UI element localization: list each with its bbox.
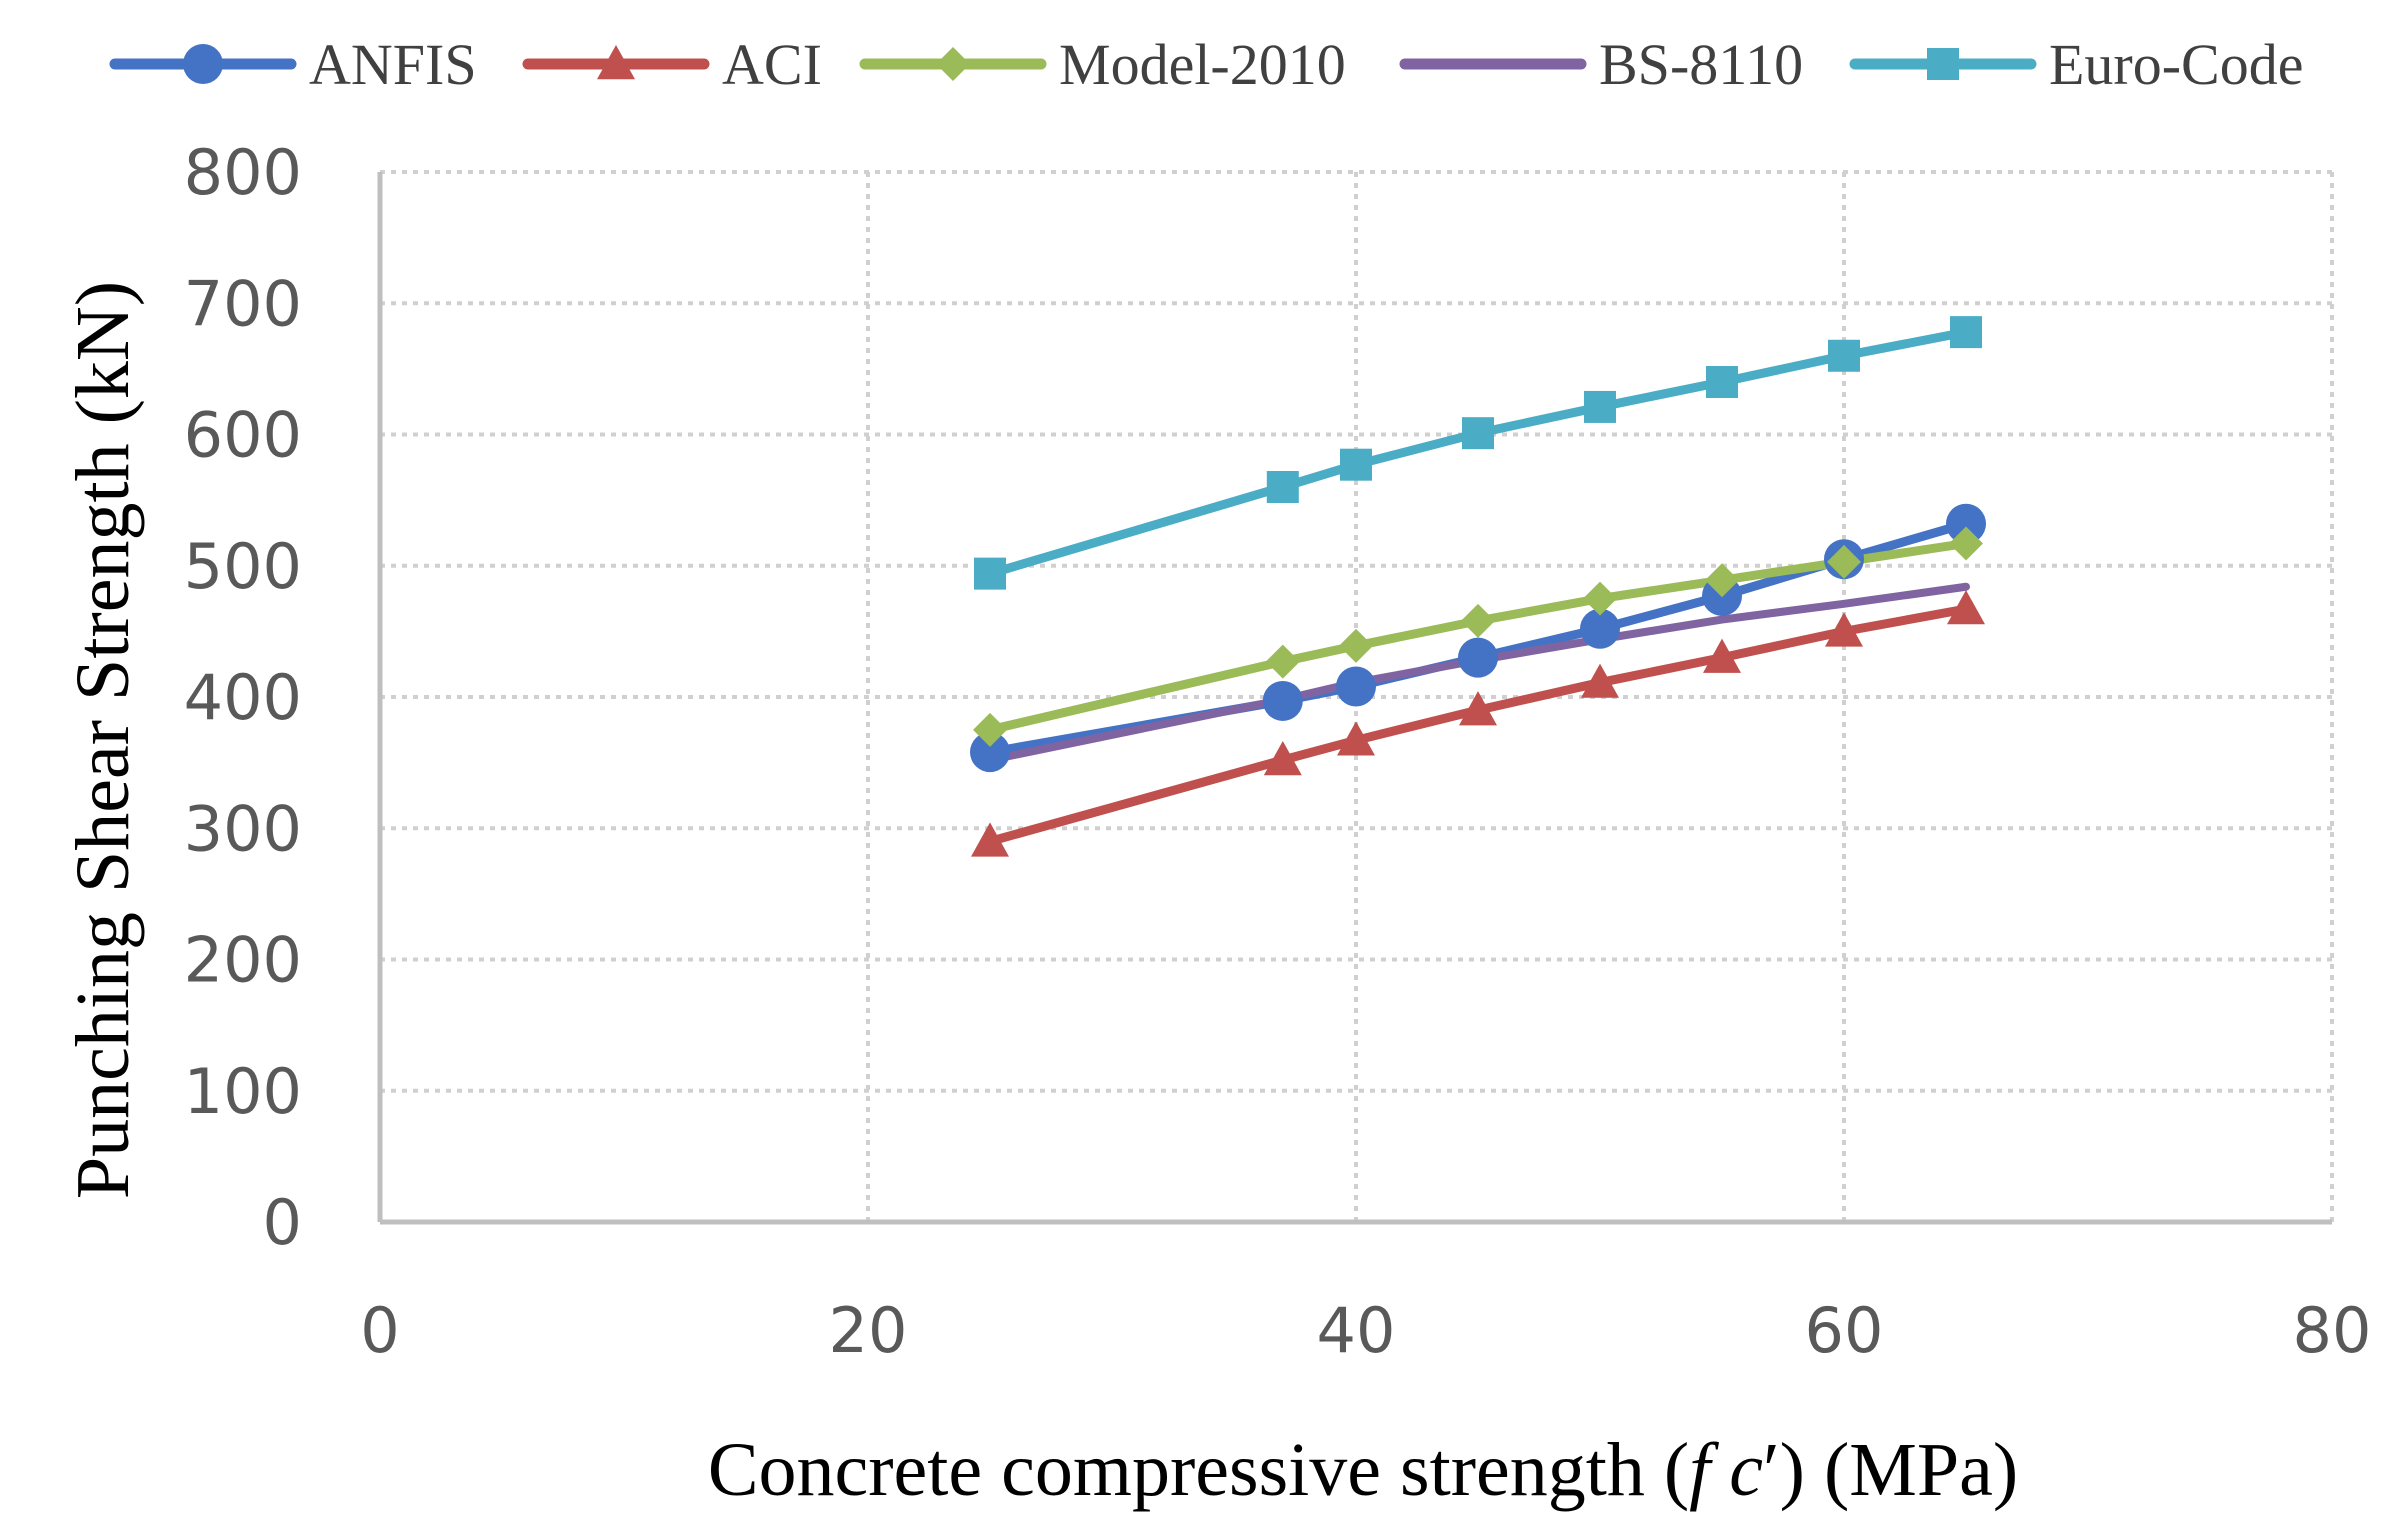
marker-anfis-point xyxy=(1336,667,1376,707)
marker-euro-code-point xyxy=(1706,366,1738,398)
marker-euro-code-point xyxy=(1584,391,1616,423)
x-tick-label: 0 xyxy=(360,1294,399,1367)
y-tick-label: 300 xyxy=(184,792,302,865)
y-tick-label: 200 xyxy=(184,924,302,997)
y-tick-label: 400 xyxy=(184,661,302,734)
legend-label-model-2010: Model-2010 xyxy=(1059,32,1346,97)
marker-euro-code-point xyxy=(1267,471,1299,503)
marker-model-2010-point xyxy=(1583,582,1617,616)
marker-anfis-point xyxy=(1458,638,1498,678)
legend-marker-model-2010 xyxy=(936,47,970,81)
marker-anfis-point xyxy=(1263,681,1303,721)
y-tick-label: 0 xyxy=(263,1186,302,1259)
x-tick-label: 60 xyxy=(1805,1294,1884,1367)
chart-container: 0 100 200 300 400 500 600 700 800 0 20 40 60 80 Concr… xyxy=(0,0,2393,1520)
y-tick-label: 600 xyxy=(184,399,302,472)
x-tick-label: 80 xyxy=(2293,1294,2372,1367)
x-tick-label: 20 xyxy=(829,1294,908,1367)
legend-label-bs-8110: BS-8110 xyxy=(1599,32,1803,97)
legend: ANFIS ACI Model-2010 BS-8110 Euro-Code xyxy=(115,32,2304,97)
x-tick-label: 40 xyxy=(1317,1294,1396,1367)
y-axis-title: Punching Shear Strength (kN) xyxy=(61,281,145,1199)
x-axis-title-suffix: ) (MPa) xyxy=(1780,1428,2019,1512)
y-tick-label: 100 xyxy=(184,1055,302,1128)
series-markers xyxy=(970,316,1986,856)
x-axis-title: Concrete compressive strength (f c′) (MP… xyxy=(708,1428,2018,1512)
y-tick-label: 500 xyxy=(184,530,302,603)
marker-model-2010-point xyxy=(1461,604,1495,638)
legend-label-euro-code: Euro-Code xyxy=(2049,32,2304,97)
marker-euro-code-point xyxy=(1340,449,1372,481)
y-tick-label: 800 xyxy=(184,136,302,209)
marker-euro-code-point xyxy=(1950,316,1982,348)
marker-euro-code-point xyxy=(1462,417,1494,449)
x-axis-title-prime: ′ xyxy=(1763,1428,1780,1512)
legend-marker-anfis xyxy=(183,44,223,84)
marker-model-2010-point xyxy=(1266,645,1300,679)
y-tick-label: 700 xyxy=(184,267,302,340)
line-chart: 0 100 200 300 400 500 600 700 800 0 20 40 60 80 Concr… xyxy=(0,0,2393,1520)
series-lines xyxy=(990,332,1966,841)
marker-euro-code-point xyxy=(1828,340,1860,372)
x-axis-title-prefix: Concrete compressive strength ( xyxy=(708,1428,1689,1512)
marker-model-2010-point xyxy=(1339,629,1373,663)
series-line-euro-code xyxy=(990,332,1966,574)
legend-marker-euro-code xyxy=(1927,48,1959,80)
marker-euro-code-point xyxy=(974,558,1006,590)
legend-label-aci: ACI xyxy=(722,32,822,97)
legend-label-anfis: ANFIS xyxy=(309,32,477,97)
x-axis-title-italic: f c xyxy=(1689,1428,1763,1512)
